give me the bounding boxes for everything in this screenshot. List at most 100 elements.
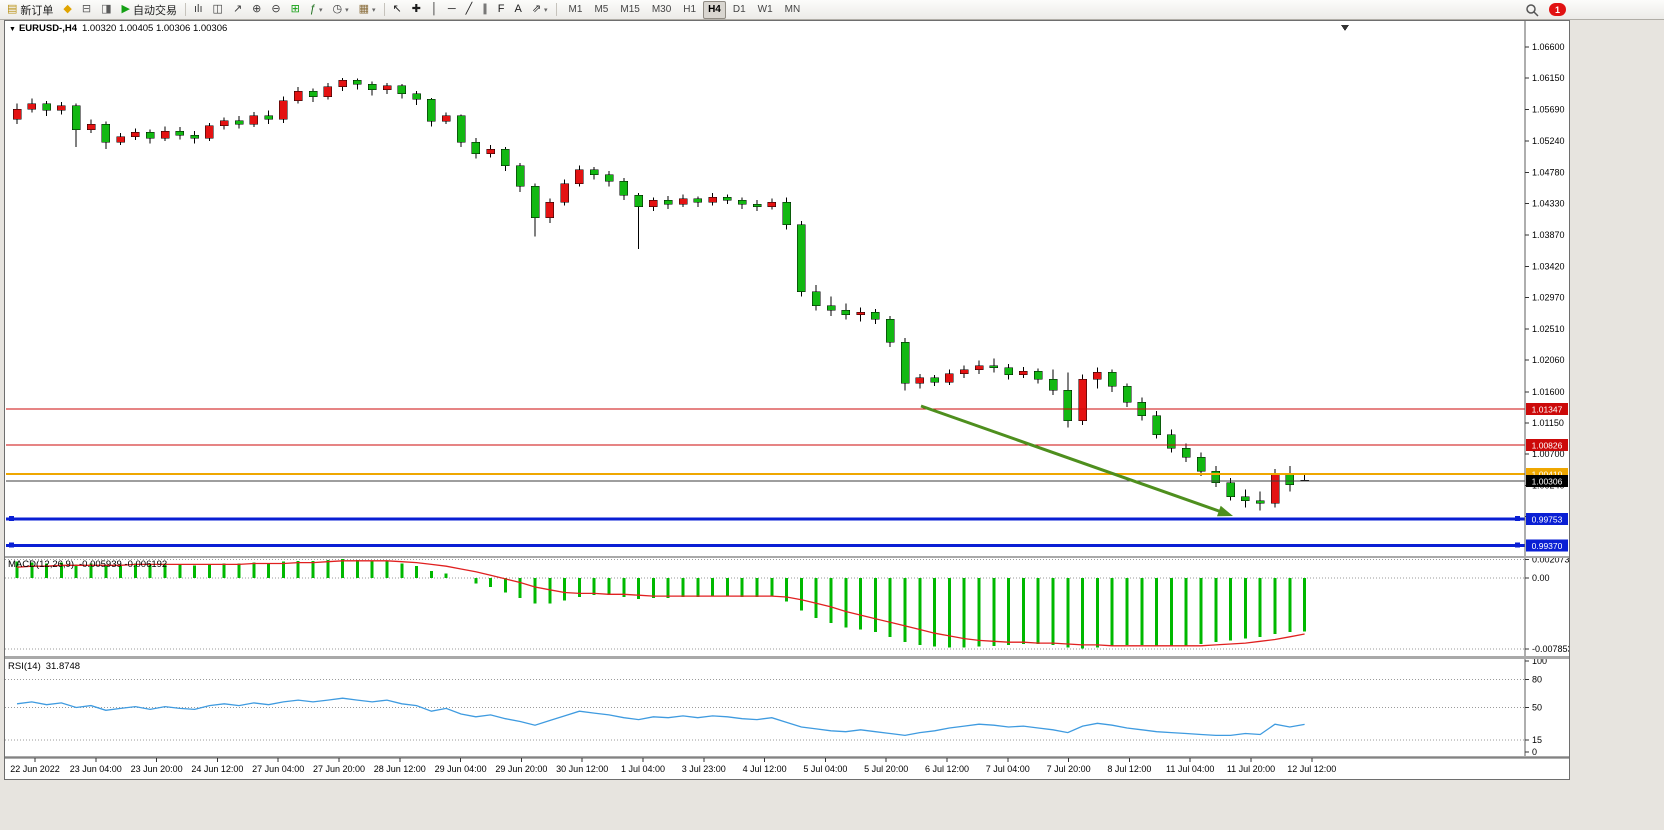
tile-windows-icon: ⊞	[290, 3, 300, 15]
svg-text:0.99753: 0.99753	[1532, 515, 1563, 525]
horizontal-price-lines[interactable]	[6, 408, 1525, 548]
toolbar-right: 1	[1525, 3, 1662, 17]
dropdown-caret-icon: ▾	[345, 6, 349, 14]
timeframe-w1-button[interactable]: W1	[757, 4, 773, 15]
chart-shift-marker[interactable]	[1341, 25, 1349, 31]
macd-signal-line	[16, 560, 1305, 647]
community-button[interactable]: ◆	[58, 1, 76, 19]
tile-windows-button[interactable]: ⊞	[286, 1, 305, 19]
arrows-button[interactable]: ⇗ ▾	[527, 1, 553, 19]
svg-text:1.00306: 1.00306	[1532, 476, 1563, 486]
print-button[interactable]: ⊟	[77, 1, 96, 19]
candlesticks	[12, 78, 1309, 511]
svg-text:1.02970: 1.02970	[1532, 292, 1565, 302]
macd-histogram	[15, 559, 1307, 649]
line-chart-icon: ↗	[232, 3, 243, 15]
zoom-out-icon: ⊖	[271, 3, 281, 15]
periods-clock-icon: ◷	[332, 3, 343, 15]
timeframe-m1-button[interactable]: M1	[568, 4, 583, 15]
vertical-line-button[interactable]: │	[426, 1, 443, 19]
svg-text:7 Jul 20:00: 7 Jul 20:00	[1047, 764, 1091, 774]
svg-text:29 Jun 20:00: 29 Jun 20:00	[495, 764, 547, 774]
price-scale[interactable]: 1.06600 1.06150 1.05690 1.05240 1.04780 1.043…	[1524, 21, 1569, 758]
text-button[interactable]: A	[509, 1, 526, 19]
svg-text:1.05240: 1.05240	[1532, 136, 1565, 146]
svg-text:5 Jul 20:00: 5 Jul 20:00	[864, 764, 908, 774]
fibonacci-icon: F	[497, 3, 505, 15]
svg-text:1.04780: 1.04780	[1532, 167, 1565, 177]
svg-text:23 Jun 20:00: 23 Jun 20:00	[131, 764, 183, 774]
svg-text:28 Jun 12:00: 28 Jun 12:00	[374, 764, 426, 774]
fibonacci-button[interactable]: F	[493, 1, 510, 19]
periods-button[interactable]: ◷ ▾	[327, 1, 353, 19]
svg-text:0.99370: 0.99370	[1532, 541, 1563, 551]
chart-collapse-icon[interactable]: ▼	[9, 26, 16, 33]
svg-text:0.002073: 0.002073	[1532, 554, 1569, 564]
svg-text:4 Jul 12:00: 4 Jul 12:00	[743, 764, 787, 774]
bars-chart-button[interactable]: ılı	[189, 1, 208, 19]
arrow-tool-icon: ⇗	[531, 3, 542, 15]
svg-text:11 Jul 20:00: 11 Jul 20:00	[1227, 764, 1275, 774]
svg-text:11 Jul 04:00: 11 Jul 04:00	[1166, 764, 1214, 774]
svg-text:100: 100	[1532, 656, 1547, 666]
svg-text:1.00826: 1.00826	[1532, 441, 1563, 451]
candlestick-chart-button[interactable]: ◫	[208, 1, 228, 19]
line-chart-button[interactable]: ↗	[228, 1, 247, 19]
timeframe-d1-button[interactable]: D1	[732, 4, 746, 15]
bars-chart-icon: ılı	[193, 3, 203, 15]
trend-arrow[interactable]	[920, 404, 1233, 517]
new-order-button-label: 新订单	[20, 4, 54, 17]
channel-icon: ∥	[482, 3, 488, 15]
new-order-button[interactable]: ▤ 新订单	[2, 1, 58, 19]
timeframe-h1-button[interactable]: H1	[683, 4, 697, 15]
autotrading-button[interactable]: ▶ 自动交易	[117, 1, 182, 19]
svg-text:0.00: 0.00	[1532, 573, 1550, 583]
svg-text:1.02060: 1.02060	[1532, 355, 1565, 365]
indicators-button[interactable]: ƒ ▾	[305, 1, 328, 19]
timeframe-h4-button[interactable]: H4	[703, 0, 726, 19]
autotrading-icon: ▶	[121, 3, 130, 15]
svg-text:5 Jul 04:00: 5 Jul 04:00	[803, 764, 847, 774]
notification-badge[interactable]: 1	[1549, 3, 1566, 16]
candlestick-chart-icon: ◫	[212, 3, 223, 15]
svg-text:7 Jul 04:00: 7 Jul 04:00	[986, 764, 1030, 774]
trendline-icon: ╱	[465, 3, 473, 15]
zoom-in-button[interactable]: ⊕	[247, 1, 266, 19]
svg-text:30 Jun 12:00: 30 Jun 12:00	[556, 764, 608, 774]
timeframe-mn-button[interactable]: MN	[784, 4, 801, 15]
crosshair-button[interactable]: ✚	[407, 1, 426, 19]
toolbar-separator	[555, 3, 557, 16]
svg-text:1.02510: 1.02510	[1532, 324, 1565, 334]
timeframe-m15-button[interactable]: M15	[620, 4, 640, 15]
chart-window: 1.06600 1.06150 1.05690 1.05240 1.04780 1.043…	[4, 20, 1570, 780]
time-scale[interactable]: 22 Jun 2022 23 Jun 04:00 23 Jun 20:00 24 Ju…	[5, 757, 1569, 779]
channel-button[interactable]: ∥	[477, 1, 493, 19]
svg-text:80: 80	[1532, 675, 1542, 685]
svg-text:1.06150: 1.06150	[1532, 73, 1565, 83]
horizontal-line-button[interactable]: ─	[443, 1, 461, 19]
toolbar-separator	[184, 3, 186, 16]
svg-text:29 Jun 04:00: 29 Jun 04:00	[435, 764, 487, 774]
svg-text:6 Jul 12:00: 6 Jul 12:00	[925, 764, 969, 774]
indicators-icon: ƒ	[309, 3, 316, 15]
horizontal-line-icon: ─	[447, 3, 456, 15]
print-icon: ⊟	[81, 3, 92, 15]
trendline-button[interactable]: ╱	[461, 1, 478, 19]
zoom-out-button[interactable]: ⊖	[266, 1, 285, 19]
cursor-button[interactable]: ↖	[388, 1, 407, 19]
pane-dividers[interactable]	[5, 556, 1569, 758]
data-window-button[interactable]: ◨	[96, 1, 116, 19]
data-window-icon: ◨	[101, 3, 112, 15]
svg-text:-0.007853: -0.007853	[1532, 644, 1569, 654]
dropdown-caret-icon: ▾	[544, 6, 548, 14]
chart-canvas[interactable]: 1.06600 1.06150 1.05690 1.05240 1.04780 1.043…	[5, 21, 1569, 779]
autotrading-button-label: 自动交易	[132, 4, 177, 17]
templates-button[interactable]: ▦ ▾	[354, 1, 381, 19]
dropdown-caret-icon: ▾	[371, 6, 376, 14]
svg-text:1.01347: 1.01347	[1532, 405, 1563, 415]
timeframe-m30-button[interactable]: M30	[651, 4, 672, 15]
timeframe-m5-button[interactable]: M5	[594, 4, 609, 15]
svg-text:1.05690: 1.05690	[1532, 105, 1565, 115]
svg-text:1.01150: 1.01150	[1532, 418, 1564, 428]
search-icon[interactable]	[1525, 3, 1539, 17]
